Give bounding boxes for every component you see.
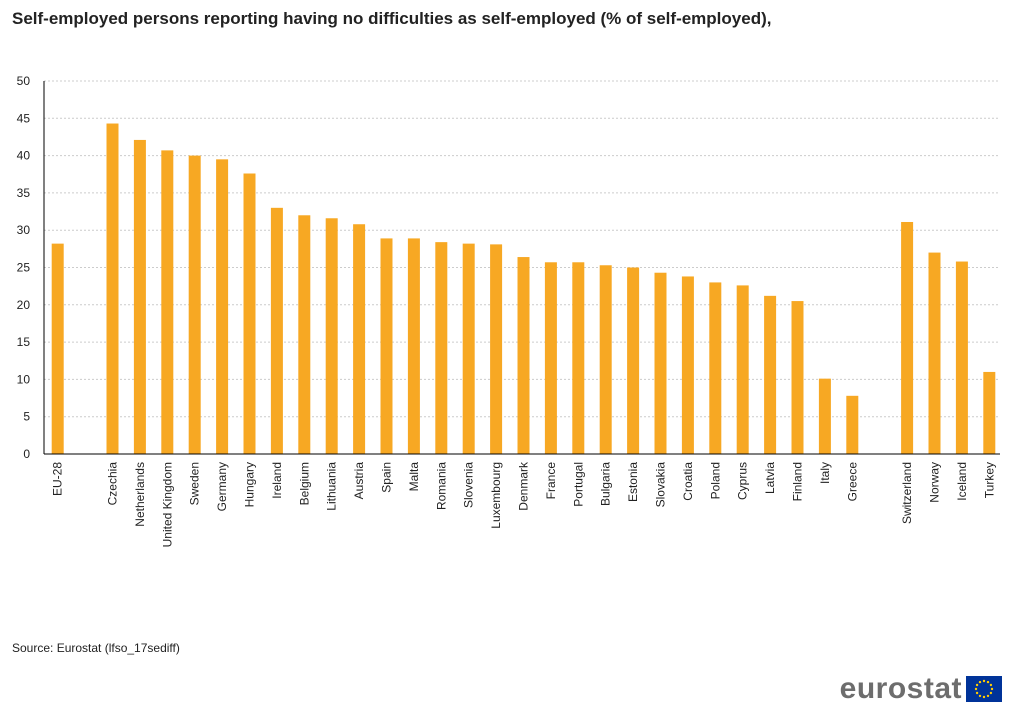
x-tick-label: Switzerland <box>900 462 914 524</box>
x-tick-label: Romania <box>434 462 448 510</box>
bar-czechia <box>106 123 119 454</box>
x-tick-label: Lithuania <box>325 462 339 511</box>
flag-star <box>978 694 982 698</box>
bar-sweden <box>188 155 201 454</box>
x-tick-label: Turkey <box>982 462 996 498</box>
x-tick-label: Hungary <box>243 462 257 507</box>
x-tick-label: Malta <box>407 462 421 492</box>
flag-star <box>986 694 990 698</box>
y-tick-label: 35 <box>17 186 31 200</box>
bar-austria <box>353 224 366 454</box>
y-tick-label: 0 <box>23 447 30 461</box>
x-tick-label: Poland <box>708 462 722 499</box>
flag-star <box>975 683 979 687</box>
x-tick-label: Sweden <box>188 462 202 505</box>
y-tick-label: 15 <box>17 335 31 349</box>
bar-slovenia <box>462 243 475 454</box>
x-tick-label: Slovenia <box>462 462 476 508</box>
flag-star <box>989 683 993 687</box>
bar-poland <box>709 282 722 454</box>
x-tick-label: Italy <box>818 462 832 484</box>
y-tick-label: 10 <box>17 372 31 386</box>
bar-ireland <box>270 207 283 454</box>
y-tick-label: 45 <box>17 111 31 125</box>
bars <box>51 123 996 455</box>
bar-united-kingdom <box>161 150 174 455</box>
x-tick-label: Netherlands <box>133 462 147 527</box>
x-tick-label: Luxembourg <box>489 462 503 529</box>
x-tick-label: Estonia <box>626 462 640 502</box>
bar-lithuania <box>325 218 338 454</box>
eu-flag-icon <box>966 676 1002 702</box>
flag-star <box>975 691 979 695</box>
x-tick-label: Bulgaria <box>599 462 613 506</box>
x-tick-label: United Kingdom <box>160 462 174 547</box>
bar-latvia <box>764 295 777 454</box>
y-tick-label: 5 <box>23 410 30 424</box>
source-note: Source: Eurostat (lfso_17sediff) <box>12 641 180 655</box>
bar-greece <box>846 395 859 454</box>
bar-luxembourg <box>490 244 503 454</box>
bar-denmark <box>517 257 530 454</box>
x-tick-label: Czechia <box>106 462 120 506</box>
bar-belgium <box>298 215 311 454</box>
flag-star <box>986 680 990 684</box>
bar-croatia <box>681 276 694 454</box>
y-tick-label: 50 <box>17 74 31 88</box>
bar-turkey <box>983 371 996 454</box>
flag-star <box>989 691 993 695</box>
bar-portugal <box>572 262 585 454</box>
x-tick-label: Croatia <box>681 462 695 501</box>
bar-germany <box>216 159 229 454</box>
bar-netherlands <box>133 139 146 454</box>
tick-labels: 0 5 10 15 20 25 30 35 40 45 50 EU-28 Czechia Netherla… <box>17 74 997 547</box>
y-tick-label: 25 <box>17 261 31 275</box>
y-tick-label: 20 <box>17 298 31 312</box>
x-tick-label: Ireland <box>270 462 284 499</box>
bar-malta <box>407 238 420 454</box>
bar-italy <box>818 378 831 454</box>
bar-eu-28 <box>51 243 64 454</box>
bar-france <box>544 262 557 454</box>
x-tick-label: Greece <box>845 462 859 502</box>
logo-wordmark: eurostat <box>839 672 962 705</box>
bar-slovakia <box>654 272 667 454</box>
flag-star <box>982 695 986 699</box>
bar-cyprus <box>736 285 749 454</box>
flag-star <box>974 687 978 691</box>
x-tick-label: Denmark <box>517 461 531 511</box>
flag-star <box>978 680 982 684</box>
x-tick-label: Germany <box>215 462 229 511</box>
y-tick-label: 30 <box>17 223 31 237</box>
chart-title: Self-employed persons reporting having n… <box>12 9 772 28</box>
eurostat-logo: eurostat <box>840 672 1002 706</box>
x-tick-label: Portugal <box>571 462 585 507</box>
bar-norway <box>928 252 941 454</box>
x-tick-label: Iceland <box>955 462 969 501</box>
bar-iceland <box>955 261 968 454</box>
x-tick-label: France <box>544 462 558 500</box>
bar-hungary <box>243 173 256 454</box>
x-tick-label: Belgium <box>297 462 311 505</box>
x-tick-label: EU-28 <box>51 462 65 496</box>
flag-star <box>982 679 986 683</box>
x-tick-label: Norway <box>928 462 942 503</box>
x-tick-label: Spain <box>380 462 394 493</box>
bar-romania <box>435 242 448 454</box>
bar-switzerland <box>901 221 914 454</box>
bar-bulgaria <box>599 265 612 454</box>
bar-chart: 0 5 10 15 20 25 30 35 40 45 50 EU-28 Czechia Netherla… <box>17 74 1000 547</box>
x-tick-label: Finland <box>791 462 805 501</box>
bar-estonia <box>627 267 640 454</box>
x-tick-label: Latvia <box>763 462 777 494</box>
bar-finland <box>791 301 804 454</box>
x-tick-label: Slovakia <box>654 462 668 508</box>
flag-star <box>990 687 994 691</box>
x-tick-label: Cyprus <box>736 462 750 500</box>
bar-spain <box>380 238 393 454</box>
x-tick-label: Austria <box>352 462 366 500</box>
axes <box>43 81 1000 455</box>
y-tick-label: 40 <box>17 149 31 163</box>
